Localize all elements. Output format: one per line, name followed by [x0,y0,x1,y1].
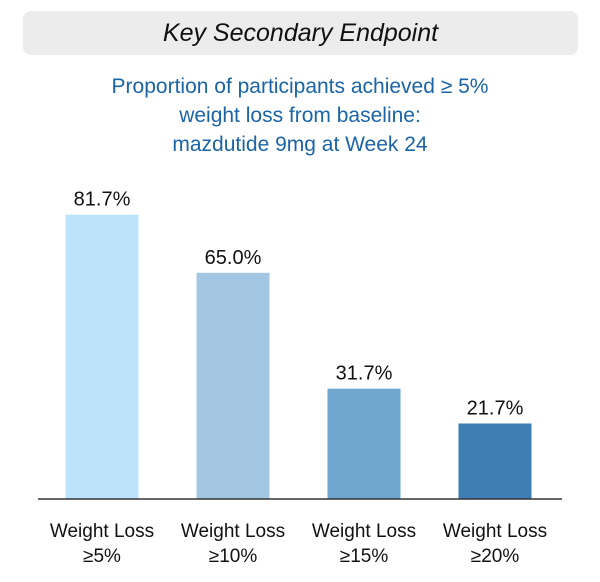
header-banner: Key Secondary Endpoint [23,11,578,55]
bar-1 [65,214,139,499]
chart-title-line-3: mazdutide 9mg at Week 24 [172,133,428,156]
chart-title-line-1: Proportion of participants achieved ≥ 5% [111,75,489,98]
value-label-4: 21.7% [467,397,524,419]
category-label-1-line-2: ≥5% [83,546,121,567]
category-label-1-line-1: Weight Loss [50,521,154,542]
value-label-2: 65.0% [205,247,262,269]
header-title: Key Secondary Endpoint [162,19,439,47]
bar-4 [458,423,532,499]
category-label-2-line-2: ≥10% [209,546,258,567]
bar-3 [327,388,401,499]
bar-2 [196,272,270,499]
value-label-3: 31.7% [336,363,393,385]
category-label-3-line-2: ≥15% [340,546,389,567]
category-label-4-line-2: ≥20% [471,546,520,567]
chart-title-line-2: weight loss from baseline: [179,104,421,127]
category-label-3-line-1: Weight Loss [312,521,416,542]
chart-title: Proportion of participants achieved ≥ 5%… [40,72,560,159]
category-label-4-line-1: Weight Loss [443,521,547,542]
category-label-2-line-1: Weight Loss [181,521,285,542]
value-label-1: 81.7% [74,189,131,211]
